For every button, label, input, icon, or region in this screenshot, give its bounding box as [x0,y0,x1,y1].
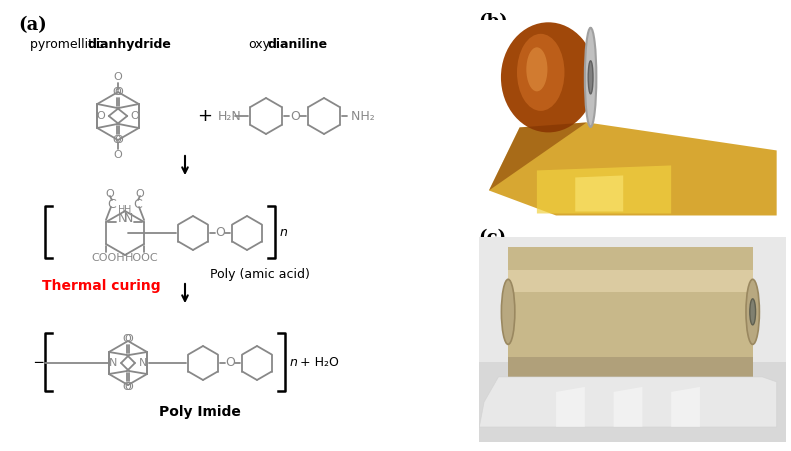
Polygon shape [614,387,642,427]
Text: O: O [97,111,105,121]
Text: dianhydride: dianhydride [88,38,172,51]
Text: O: O [136,189,145,199]
Text: O: O [115,135,123,145]
Polygon shape [556,387,585,427]
Text: + H₂O: + H₂O [300,356,339,369]
Ellipse shape [501,22,596,133]
Text: O: O [114,72,123,82]
Text: (c): (c) [478,229,506,247]
Text: oxy: oxy [248,38,270,51]
Text: (a): (a) [18,16,47,34]
Text: HOOC: HOOC [125,253,159,263]
Text: O: O [215,226,225,239]
Text: +: + [198,107,213,125]
Ellipse shape [526,47,547,92]
Text: (b): (b) [478,13,508,31]
Text: n: n [280,226,288,239]
Ellipse shape [517,34,565,111]
Text: O: O [115,87,123,97]
Text: H₂N: H₂N [218,110,242,123]
Text: C: C [134,198,142,211]
Ellipse shape [501,279,515,345]
Polygon shape [575,175,623,212]
Text: Poly Imide: Poly Imide [159,405,241,419]
Text: O: O [112,87,121,97]
Text: O: O [105,189,115,199]
Polygon shape [479,377,777,427]
Polygon shape [489,122,777,216]
Text: O: O [125,382,134,392]
Ellipse shape [746,279,759,345]
Text: O: O [114,150,123,160]
Text: dianiline: dianiline [268,38,328,51]
Text: ─: ─ [34,356,42,370]
Text: C: C [108,198,116,211]
Text: n: n [290,356,298,369]
Polygon shape [479,362,786,442]
Text: O: O [123,382,131,392]
Polygon shape [671,387,700,427]
Ellipse shape [750,299,755,325]
Text: N: N [117,212,127,226]
Polygon shape [537,166,671,213]
Ellipse shape [589,61,593,94]
Text: COOH: COOH [91,253,125,263]
Text: O: O [225,356,235,369]
Polygon shape [489,122,587,190]
Bar [508,270,753,292]
Text: N: N [123,212,133,226]
Text: N: N [109,358,117,368]
Ellipse shape [585,28,596,127]
Text: Poly (amic acid): Poly (amic acid) [210,268,310,281]
Text: O: O [112,135,121,145]
Text: pyromellitic: pyromellitic [30,38,108,51]
Text: N: N [138,358,147,368]
Text: H: H [119,205,126,215]
Bar [508,357,753,377]
Text: NH₂: NH₂ [347,110,375,123]
Text: O: O [123,334,131,344]
Text: Thermal curing: Thermal curing [42,279,161,293]
Text: O: O [125,334,134,344]
Text: H: H [124,205,132,215]
Text: O: O [290,110,300,123]
Bar [508,247,753,377]
Text: O: O [131,111,139,121]
